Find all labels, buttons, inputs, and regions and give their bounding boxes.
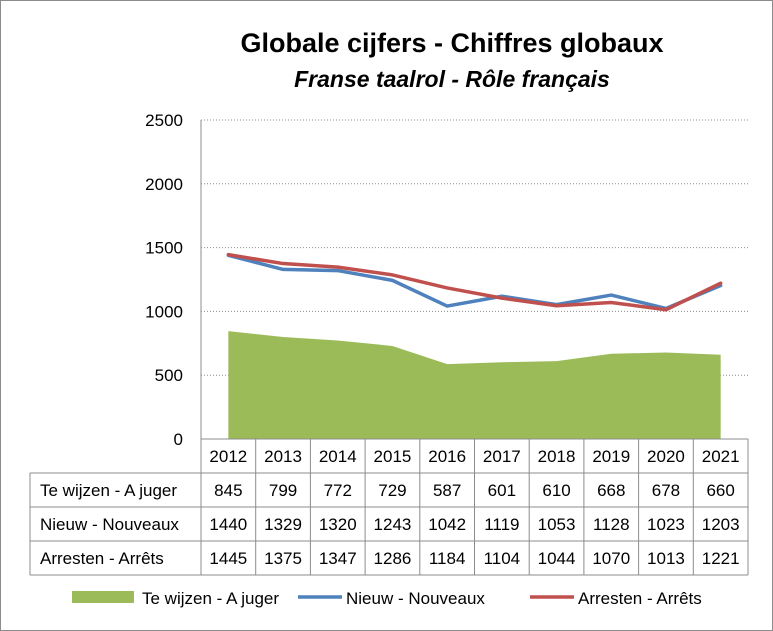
data-label: 1070 (592, 549, 630, 568)
legend-entry: Arresten - Arrêts (578, 589, 702, 608)
x-tick-label: 2020 (647, 447, 685, 466)
line-arresten (226, 252, 723, 312)
table-row-label: Te wijzen - A juger (40, 481, 177, 500)
data-label: 610 (542, 481, 570, 500)
data-label: 1128 (593, 515, 630, 534)
data-label: 1053 (538, 515, 576, 534)
data-label: 1243 (374, 515, 412, 534)
data-label: 845 (214, 481, 242, 500)
legend-entry: Te wijzen - A juger (142, 589, 279, 608)
data-label: 1221 (702, 549, 740, 568)
y-tick-label: 2500 (145, 111, 183, 130)
x-tick-label: 2019 (592, 447, 630, 466)
area-series (228, 331, 721, 439)
chart-title: Globale cijfers - Chiffres globaux (240, 28, 663, 58)
area-te-wijzen (228, 331, 721, 439)
data-label: 668 (597, 481, 625, 500)
data-label: 799 (269, 481, 297, 500)
data-label: 1375 (264, 549, 302, 568)
line-series (226, 252, 723, 312)
y-tick-label: 500 (155, 366, 183, 385)
chart-subtitle: Franse taalrol - Rôle français (294, 66, 610, 92)
data-label: 1203 (702, 515, 740, 534)
x-tick-label: 2021 (702, 447, 740, 466)
table-row-label: Nieuw - Nouveaux (40, 515, 179, 534)
data-table: 2012 2013 2014 2015 2016 2017 2018 2019 2020 2021… (29, 439, 749, 576)
data-label: 1013 (647, 549, 685, 568)
x-tick-label: 2012 (209, 447, 247, 466)
x-tick-label: 2018 (538, 447, 576, 466)
data-label: 1023 (647, 515, 685, 534)
x-tick-label: 2016 (428, 447, 466, 466)
data-label: 1445 (209, 549, 247, 568)
legend-entry: Nieuw - Nouveaux (346, 589, 485, 608)
y-tick-label: 1500 (145, 239, 183, 258)
data-label: 1440 (209, 515, 247, 534)
data-label: 1042 (428, 515, 466, 534)
line-nieuw (226, 253, 723, 311)
legend: Te wijzen - A juger Nieuw - Nouveaux Arres… (72, 589, 702, 608)
table-row-label: Arresten - Arrêts (40, 549, 164, 568)
data-label: 1286 (374, 549, 412, 568)
x-tick-label: 2014 (319, 447, 357, 466)
data-label: 660 (706, 481, 734, 500)
x-tick-label: 2017 (483, 447, 521, 466)
data-label: 1104 (484, 549, 521, 568)
data-label: 1329 (264, 515, 302, 534)
data-label: 678 (652, 481, 680, 500)
data-label: 1044 (538, 549, 576, 568)
x-tick-label: 2013 (264, 447, 302, 466)
data-label: 1184 (429, 549, 466, 568)
data-label: 587 (433, 481, 461, 500)
data-label: 772 (324, 481, 352, 500)
y-tick-label: 2000 (145, 175, 183, 194)
x-tick-label: 2015 (374, 447, 412, 466)
data-label: 729 (378, 481, 406, 500)
data-label: 1347 (319, 549, 357, 568)
gridlines (201, 119, 748, 376)
data-label: 1119 (484, 515, 519, 534)
y-tick-labels: 0 500 1000 1500 2000 2500 (145, 111, 183, 449)
legend-swatch-area (72, 591, 134, 603)
data-label: 1320 (319, 515, 357, 534)
y-tick-label: 0 (174, 430, 183, 449)
y-tick-label: 1000 (145, 302, 183, 321)
data-label: 601 (488, 481, 516, 500)
